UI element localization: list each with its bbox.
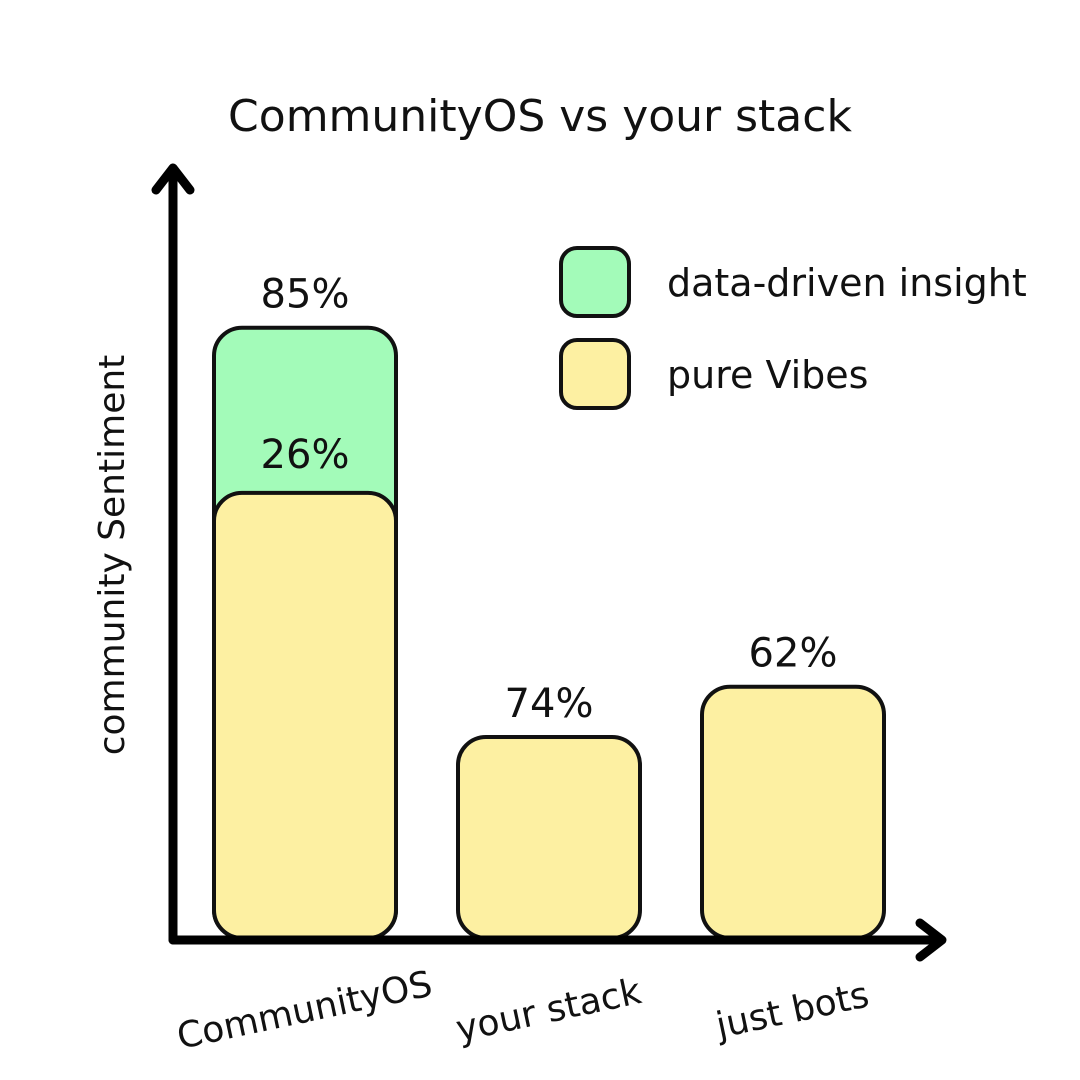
bar-value-label: 74% xyxy=(505,681,594,727)
legend-label: pure Vibes xyxy=(667,353,868,397)
y-axis-arrowhead xyxy=(151,163,195,195)
bar-inner-label: 26% xyxy=(261,432,350,478)
legend: data-driven insight pure Vibes xyxy=(559,246,1027,410)
x-tick-label: CommunityOS xyxy=(173,964,435,1058)
bar-value-label: 62% xyxy=(749,631,838,677)
x-axis-arrowhead xyxy=(915,918,947,962)
y-axis-title: community Sentiment xyxy=(92,355,133,756)
bars-layer xyxy=(212,325,886,941)
x-tick-label: just bots xyxy=(712,975,873,1048)
legend-label: data-driven insight xyxy=(667,261,1027,305)
bar-vibes-1 xyxy=(456,734,642,941)
legend-swatch xyxy=(559,246,631,318)
x-tick-label: your stack xyxy=(452,971,645,1050)
bar-vibes-2 xyxy=(700,684,886,941)
bar-value-label: 85% xyxy=(261,272,350,318)
legend-swatch xyxy=(559,338,631,410)
chart-title: CommunityOS vs your stack xyxy=(228,91,852,142)
bar-vibes-0 xyxy=(212,490,398,940)
